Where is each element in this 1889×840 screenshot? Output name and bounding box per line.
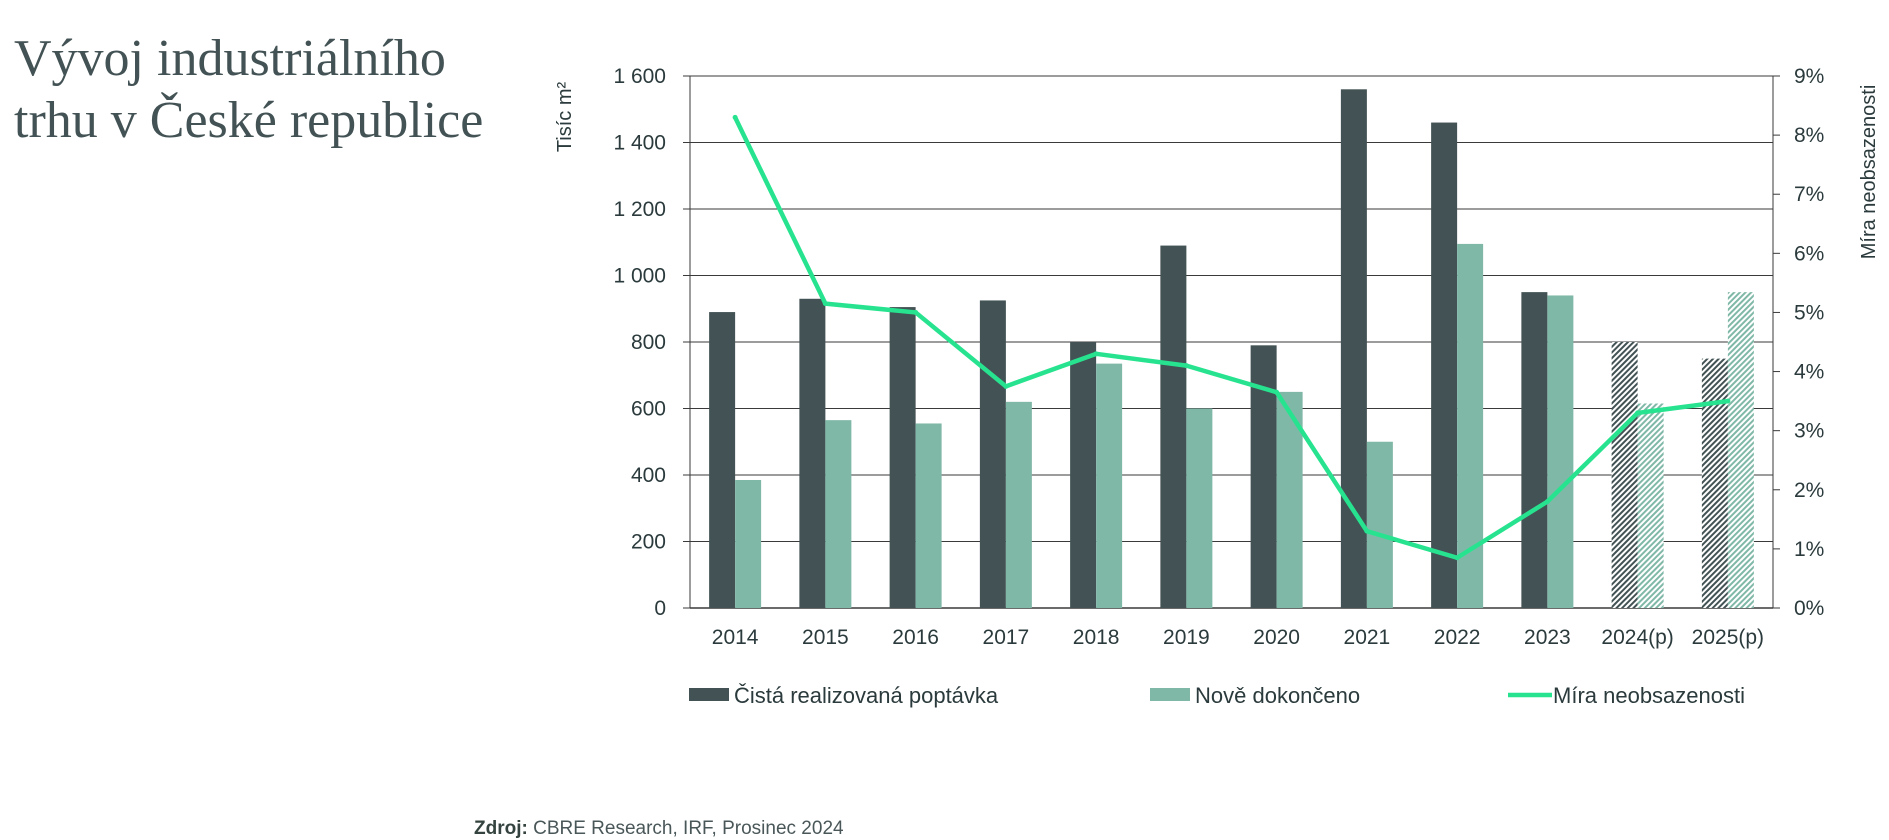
bar-demand bbox=[1611, 342, 1638, 608]
source-text: CBRE Research, IRF, Prosinec 2024 bbox=[533, 818, 844, 839]
vacancy-line-layer bbox=[732, 114, 1731, 561]
legend-item-demand-label: Čistá realizovaná poptávka bbox=[734, 683, 999, 708]
bar-completed bbox=[915, 423, 942, 608]
vacancy-point bbox=[1725, 398, 1731, 404]
y2-tick-label: 1% bbox=[1794, 538, 1824, 561]
x-tick-label: 2018 bbox=[1073, 626, 1120, 649]
x-tick-label: 2025(p) bbox=[1692, 626, 1764, 649]
vacancy-point bbox=[1635, 410, 1641, 416]
vacancy-point bbox=[1544, 499, 1550, 505]
vacancy-point bbox=[1274, 389, 1280, 395]
vacancy-point bbox=[913, 309, 919, 315]
y2-tick-label: 7% bbox=[1794, 183, 1824, 206]
x-tick-label: 2020 bbox=[1253, 626, 1300, 649]
bar-completed bbox=[825, 420, 852, 608]
source-label: Zdroj: bbox=[474, 818, 528, 839]
legend-item-demand-swatch bbox=[689, 688, 729, 701]
y2-tick-label: 2% bbox=[1794, 479, 1824, 502]
bar-demand bbox=[1521, 292, 1548, 608]
bar-completed bbox=[735, 479, 762, 608]
y-tick-label: 600 bbox=[631, 398, 666, 421]
y-tick-label: 200 bbox=[631, 531, 666, 554]
vacancy-point bbox=[1093, 351, 1099, 357]
bar-completed bbox=[1096, 363, 1123, 608]
bar-demand bbox=[1340, 89, 1367, 609]
bars bbox=[709, 89, 1754, 609]
vacancy-line bbox=[732, 115, 1731, 561]
title-line-2: trhu v České republice bbox=[14, 92, 484, 149]
vacancy-point bbox=[1183, 363, 1189, 369]
page-title: Vývoj industriálního trhu v České republ… bbox=[14, 28, 534, 152]
vacancy-point bbox=[1454, 555, 1460, 561]
y2-tick-label: 8% bbox=[1794, 124, 1824, 147]
y2-tick-label: 4% bbox=[1794, 361, 1824, 384]
y2-tick-label: 0% bbox=[1794, 597, 1824, 620]
x-tick-label: 2023 bbox=[1524, 626, 1571, 649]
x-tick-label: 2022 bbox=[1434, 626, 1481, 649]
grid-lines bbox=[690, 75, 1773, 609]
bar-completed bbox=[1727, 292, 1754, 608]
y-tick-label: 1 400 bbox=[613, 132, 666, 155]
legend-item-completed-label: Nově dokončeno bbox=[1195, 683, 1360, 708]
y2-tick-label: 5% bbox=[1794, 301, 1824, 324]
y2-tick-label: 9% bbox=[1794, 65, 1824, 88]
vacancy-point bbox=[822, 301, 828, 307]
bar-completed bbox=[1637, 403, 1664, 608]
x-tick-label: 2014 bbox=[712, 626, 759, 649]
bar-demand bbox=[1431, 122, 1458, 609]
y2-axis-title: Míra neobsazenosti bbox=[1858, 85, 1880, 260]
vacancy-point bbox=[1364, 528, 1370, 534]
y-tick-label: 1 600 bbox=[613, 65, 666, 88]
y-axis-title: Tisíc m² bbox=[554, 81, 576, 152]
y2-tick-label: 6% bbox=[1794, 242, 1824, 265]
bar-demand bbox=[889, 307, 916, 608]
y2-tick-label: 3% bbox=[1794, 420, 1824, 443]
vacancy-point bbox=[1003, 383, 1009, 389]
bar-completed bbox=[1186, 408, 1213, 608]
legend: Čistá realizovaná poptávka Nově dokončeno… bbox=[689, 683, 1745, 708]
y-tick-label: 800 bbox=[631, 331, 666, 354]
bar-demand bbox=[979, 300, 1006, 608]
bar-demand bbox=[1070, 342, 1097, 608]
axes: 0 200 400 600 800 1 000 1 200 1 400 1 600 0% 1% 2% 3… bbox=[554, 65, 1880, 649]
x-tick-label: 2016 bbox=[892, 626, 939, 649]
legend-item-completed-swatch bbox=[1150, 688, 1190, 701]
legend-item-vacancy-label: Míra neobsazenosti bbox=[1553, 683, 1745, 708]
title-line-1: Vývoj industriálního bbox=[14, 30, 446, 87]
x-tick-label: 2017 bbox=[983, 626, 1030, 649]
source-note: Zdroj: CBRE Research, IRF, Prosinec 2024 bbox=[474, 818, 844, 840]
x-tick-label: 2024(p) bbox=[1601, 626, 1673, 649]
bar-demand bbox=[1160, 245, 1187, 608]
x-tick-label: 2019 bbox=[1163, 626, 1210, 649]
x-tick-label: 2021 bbox=[1344, 626, 1391, 649]
bar-demand bbox=[799, 298, 826, 608]
bar-completed bbox=[1366, 441, 1393, 608]
bar-completed bbox=[1005, 401, 1032, 608]
y-tick-label: 400 bbox=[631, 464, 666, 487]
x-tick-label: 2015 bbox=[802, 626, 849, 649]
y-tick-label: 0 bbox=[654, 597, 666, 620]
vacancy-point bbox=[732, 114, 738, 120]
bar-demand bbox=[1701, 358, 1728, 608]
y-tick-label: 1 000 bbox=[613, 265, 666, 288]
bar-demand bbox=[709, 312, 736, 608]
y-tick-label: 1 200 bbox=[613, 198, 666, 221]
bar-completed bbox=[1547, 295, 1574, 608]
